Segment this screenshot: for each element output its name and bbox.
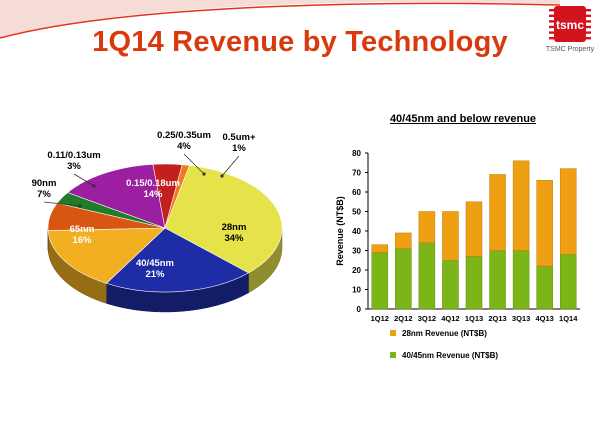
y-tick-label: 20 <box>352 266 361 275</box>
x-tick-label: 1Q12 <box>371 314 389 323</box>
bar-segment <box>419 243 435 309</box>
bar-bars <box>372 161 576 309</box>
bar-segment <box>490 251 506 310</box>
legend-label: 40/45nm Revenue (NT$B) <box>402 351 498 360</box>
logo-caption: TSMC Property <box>541 46 599 53</box>
bar-segment <box>395 249 411 309</box>
pie-slice-value: 4% <box>177 141 191 152</box>
pie-leader-dot <box>78 204 81 207</box>
bar-segment <box>466 202 482 257</box>
bar-segment <box>560 254 576 309</box>
pie-leader-dot <box>92 184 95 187</box>
logo-pin <box>586 9 591 11</box>
logo-pin <box>586 26 591 28</box>
pie-slice-value: 1% <box>232 143 246 154</box>
pie-slice-label: 0.11/0.13um <box>47 150 100 161</box>
y-tick-label: 80 <box>352 149 361 158</box>
pie-slice-value: 21% <box>145 269 165 280</box>
x-tick-label: 2Q12 <box>394 314 412 323</box>
bar-segment <box>442 260 458 309</box>
bar-segment <box>513 251 529 310</box>
bar-segment <box>395 233 411 249</box>
pie-slice-value: 16% <box>72 235 92 246</box>
pie-slice-value: 7% <box>37 189 51 200</box>
x-tick-label: 2Q13 <box>488 314 506 323</box>
bar-chart-title: 40/45nm and below revenue <box>368 113 558 125</box>
page-title: 1Q14 Revenue by Technology <box>0 26 600 59</box>
bar-segment <box>537 180 553 266</box>
pie-leader-dot <box>220 174 223 177</box>
bar-segment <box>490 174 506 250</box>
y-tick-label: 70 <box>352 169 361 178</box>
bar-segment <box>372 252 388 309</box>
logo-pin <box>549 31 554 33</box>
legend-label: 28nm Revenue (NT$B) <box>402 329 487 338</box>
pie-slice-label: 28nm <box>222 222 247 233</box>
logo-pin <box>586 31 591 33</box>
pie-slice-label: 0.15/0.18um <box>126 178 180 189</box>
logo-pin <box>549 26 554 28</box>
logo-pin <box>586 15 591 17</box>
bar-segment <box>513 161 529 251</box>
x-tick-label: 4Q12 <box>441 314 459 323</box>
pie-slice-label: 40/45nm <box>136 258 174 269</box>
bar-segment <box>419 212 435 243</box>
y-tick-label: 30 <box>352 247 361 256</box>
bar-segment <box>537 266 553 309</box>
pie-slice-value: 14% <box>143 189 163 200</box>
legend-swatch <box>390 330 396 336</box>
logo-pin <box>549 15 554 17</box>
y-tick-label: 60 <box>352 188 361 197</box>
logo-pin <box>549 37 554 39</box>
x-tick-label: 1Q13 <box>465 314 483 323</box>
logo-pin <box>586 37 591 39</box>
y-tick-label: 10 <box>352 286 361 295</box>
pie-leader-line <box>222 156 239 176</box>
legend-swatch <box>390 352 396 358</box>
bar-segment <box>466 256 482 309</box>
pie-slice-label: 90nm <box>32 178 57 189</box>
y-tick-label: 40 <box>352 227 361 236</box>
pie-slice-label: 65nm <box>70 224 95 235</box>
bar-chart: 0 10 20 30 40 50 60 70 80 Revenue (NT$B) 1Q12 2Q12 3… <box>330 128 590 428</box>
logo-pin <box>549 9 554 11</box>
x-tick-label: 3Q12 <box>418 314 436 323</box>
logo-wordmark: tsmc <box>556 18 584 32</box>
bar-segment <box>560 169 576 255</box>
y-tick-label: 50 <box>352 208 361 217</box>
y-tick-label: 0 <box>357 305 362 314</box>
logo-pin <box>586 20 591 22</box>
bar-segment <box>372 245 388 253</box>
logo-pin <box>549 20 554 22</box>
pie-leader-dot <box>202 172 205 175</box>
pie-slice-label: 0.5um+ <box>222 132 255 143</box>
y-axis-label: Revenue (NT$B) <box>335 196 345 266</box>
x-tick-label: 4Q13 <box>535 314 553 323</box>
pie-slice-label: 0.25/0.35um <box>157 130 211 141</box>
tsmc-logo: tsmc <box>545 3 595 47</box>
pie-slice-value: 34% <box>224 233 244 244</box>
bar-segment <box>442 212 458 261</box>
x-tick-label: 3Q13 <box>512 314 530 323</box>
pie-slice-value: 3% <box>67 161 81 172</box>
x-tick-label: 1Q14 <box>559 314 578 323</box>
bar-legend: 28nm Revenue (NT$B) 40/45nm Revenue (NT$B… <box>390 329 498 360</box>
